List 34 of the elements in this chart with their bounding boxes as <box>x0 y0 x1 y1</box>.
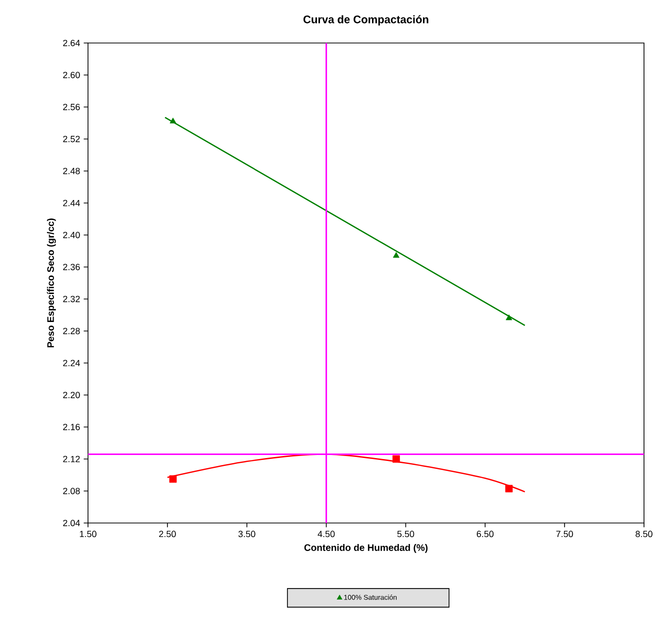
y-tick-label: 2.32 <box>63 296 80 302</box>
chart-title: Curva de Compactación <box>303 15 428 26</box>
x-tick-label: 2.50 <box>159 530 176 538</box>
y-tick-label: 2.52 <box>63 136 80 142</box>
y-tick-label: 2.44 <box>63 200 80 206</box>
y-tick-label: 2.60 <box>63 72 80 78</box>
point <box>506 314 512 320</box>
line-series <box>166 454 526 492</box>
y-tick-label: 2.40 <box>63 232 80 238</box>
x-tick-label: 7.50 <box>556 530 573 538</box>
y-tick-label: 2.56 <box>63 104 80 110</box>
y-tick-label: 2.48 <box>63 168 80 174</box>
x-tick-label: 1.50 <box>80 530 96 538</box>
point <box>505 484 513 492</box>
point <box>170 118 176 124</box>
y-axis-title: Peso Específico Seco (gr/cc) <box>46 218 56 348</box>
x-tick-label: 5.50 <box>397 530 414 538</box>
y-tick-label: 2.20 <box>63 392 80 398</box>
point <box>169 475 177 483</box>
x-tick-label: 8.50 <box>636 530 652 538</box>
y-tick-label: 2.04 <box>63 520 80 526</box>
x-tick-label: 6.50 <box>476 530 494 538</box>
y-tick-label: 2.08 <box>63 488 80 494</box>
y-tick-label: 2.64 <box>63 40 80 46</box>
x-axis-title: Contenido de Humedad (%) <box>304 544 428 553</box>
y-tick-label: 2.28 <box>63 328 80 334</box>
y-tick-label: 2.12 <box>63 456 80 462</box>
point <box>392 455 400 463</box>
point <box>392 252 400 258</box>
y-tick-label: 2.24 <box>63 360 80 366</box>
x-tick-label: 4.50 <box>318 530 335 538</box>
x-tick-label: 3.50 <box>238 530 256 538</box>
y-tick-label: 2.16 <box>63 424 80 430</box>
y-tick-label: 2.36 <box>63 264 80 270</box>
